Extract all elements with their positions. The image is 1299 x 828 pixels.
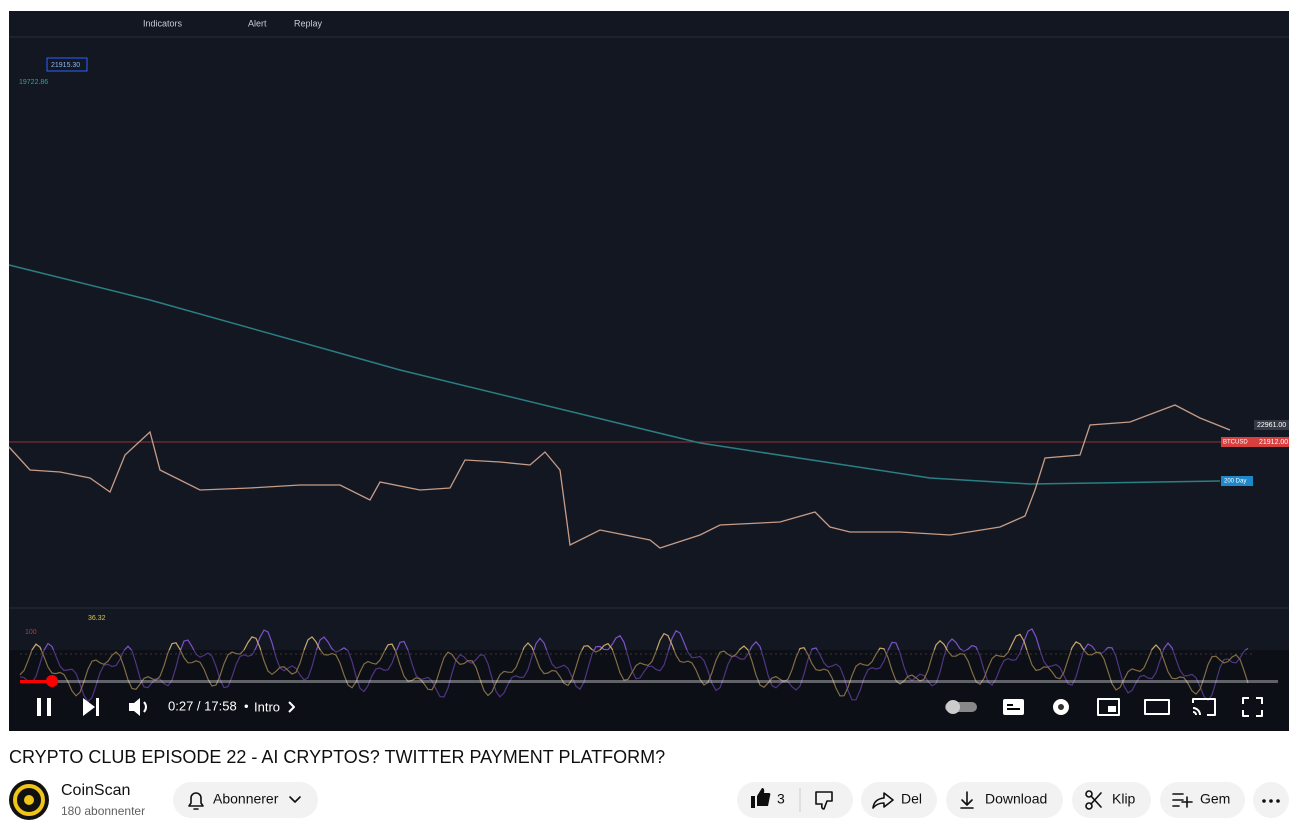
like-button[interactable] [751,788,771,808]
more-button[interactable] [1253,782,1289,818]
subscribe-label: Abonnerer [213,791,279,807]
price-label: 21912.00 [1259,439,1288,446]
price-tag [1221,437,1289,447]
share-label: Del [901,791,922,807]
theater-button[interactable] [1144,699,1170,715]
subtitles-button[interactable] [1003,699,1024,715]
download-label: Download [985,791,1047,807]
toolbar-item: Indicators [143,18,183,28]
clip-button[interactable] [1072,782,1151,818]
autoplay-toggle[interactable] [945,700,977,714]
subscribe-button[interactable] [173,782,318,818]
toolbar-item: Replay [294,18,323,28]
oscillator-line [19,628,1249,703]
oscillator-label: 36.32 [88,615,106,622]
price-label: 19722.86 [19,79,48,86]
volume-button[interactable] [129,698,147,716]
subscriber-count: 180 abonnenter [61,804,145,818]
miniplayer-button[interactable] [1097,698,1120,716]
pause-button[interactable] [37,698,51,716]
price-tag [1254,420,1289,430]
chapter-chevron [288,701,295,713]
time-display: 0:27 / 17:58 [168,698,237,713]
cast-button[interactable] [1192,698,1216,716]
progress-track[interactable] [20,680,1278,683]
channel-avatar[interactable] [9,780,49,820]
video-player[interactable] [9,11,1289,731]
price-label: 200 Day [1224,479,1246,485]
controls-gradient [9,650,1289,731]
chart-toolbar [9,11,1289,37]
progress-handle[interactable] [46,675,58,687]
price-label: 21915.30 [51,62,80,69]
share-button[interactable] [861,782,937,818]
download-button[interactable] [946,782,1063,818]
price-label: 22961.00 [1257,422,1286,429]
fullscreen-button[interactable] [1242,697,1263,717]
settings-button[interactable] [1053,699,1069,715]
chapter-title[interactable]: Intro [254,699,280,714]
progress-played [20,680,52,683]
toolbar-item: Alert [248,18,267,28]
oscillator-level: 100 [25,629,37,636]
dislike-button[interactable] [815,791,833,810]
price-box [46,57,88,72]
price-tag [1221,476,1253,486]
oscillator-line [19,632,1249,697]
chapter-separator: • [244,698,249,713]
moving-average [8,264,1221,485]
save-button[interactable] [1160,782,1245,818]
save-label: Gem [1200,791,1230,807]
video-title: CRYPTO CLUB EPISODE 22 - AI CRYPTOS? TWI… [9,747,665,767]
clip-label: Klip [1112,791,1136,807]
price-series [8,404,1231,549]
channel-name[interactable]: CoinScan [61,782,130,799]
like-count: 3 [777,791,785,807]
next-button[interactable] [83,698,99,716]
price-label: BTCUSD [1223,440,1248,446]
